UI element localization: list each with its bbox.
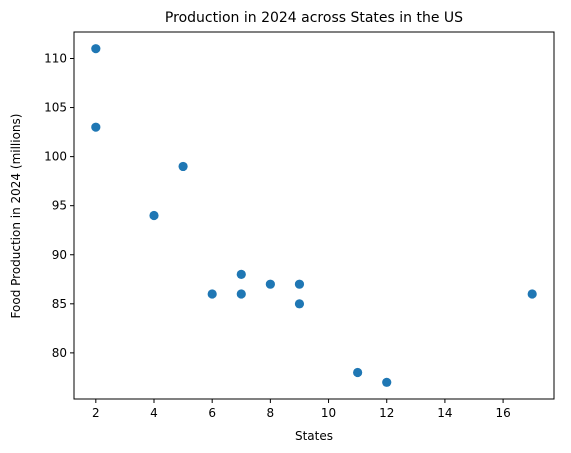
y-tick-label: 80 [52,346,67,360]
data-point [178,161,188,172]
y-tick-label: 105 [44,101,67,115]
y-tick-label: 85 [52,297,67,311]
x-tick-label: 10 [321,406,336,420]
data-point [91,44,101,54]
data-point [149,210,159,221]
plot-frame [73,31,555,400]
y-tick-label: 110 [44,51,67,65]
data-point [353,367,363,378]
x-axis-label: States [295,429,333,443]
y-tick-label: 95 [52,199,67,213]
x-tick-label: 12 [379,406,394,420]
data-point [236,269,246,279]
data-point [382,377,392,387]
data-point [91,122,101,132]
chart-title: Production in 2024 across States in the … [165,10,463,26]
data-point [527,289,537,299]
data-point [265,279,275,289]
x-tick-label: 8 [267,406,275,420]
y-tick-label: 100 [44,150,67,164]
plot-area: 2 4 6 8 10 12 14 16 80 85 90 95 100 105 110 [44,31,555,420]
x-tick-label: 6 [208,406,216,420]
data-point [236,289,246,299]
y-tick-label: 90 [52,248,67,262]
x-tick-label: 14 [437,406,452,420]
x-tick-label: 2 [92,406,100,420]
x-tick-label: 16 [495,406,510,420]
data-point [294,299,305,309]
x-tick-label: 4 [150,406,158,420]
data-point [207,289,217,299]
data-point [294,279,305,289]
y-axis-label: Food Production in 2024 (millions) [9,114,23,319]
